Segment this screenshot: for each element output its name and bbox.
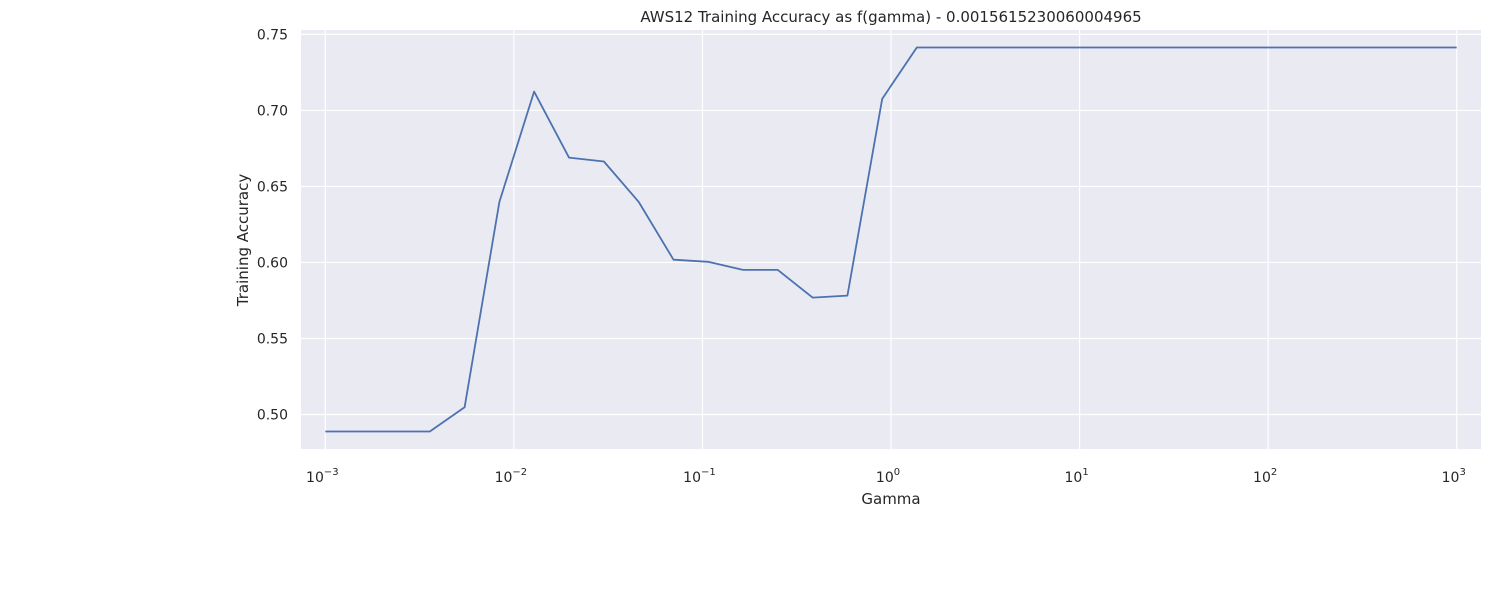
- y-tick-label: 0.70: [257, 103, 288, 119]
- y-tick-label: 0.55: [257, 331, 288, 347]
- tick-labels: 10−3 10−2 10−1 100 101 102 103 0.50 0.55 0.60 0.65…: [257, 27, 1466, 486]
- x-tick-label: 10−1: [683, 467, 716, 486]
- y-axis-label: Training Accuracy: [234, 174, 252, 308]
- y-tick-label: 0.65: [257, 179, 288, 195]
- grid: [301, 30, 1481, 449]
- y-tick-label: 0.75: [257, 27, 288, 43]
- x-tick-label: 102: [1253, 467, 1277, 486]
- series-layer: [325, 46, 1457, 433]
- x-tick-label: 101: [1064, 467, 1088, 486]
- x-tick-label: 103: [1442, 467, 1466, 486]
- x-tick-label: 10−3: [306, 467, 339, 486]
- y-tick-label: 0.50: [257, 407, 288, 423]
- series-line: [325, 46, 1457, 433]
- x-axis-label: Gamma: [861, 490, 920, 508]
- x-tick-label: 100: [876, 467, 900, 486]
- chart-title: AWS12 Training Accuracy as f(gamma) - 0.…: [640, 8, 1141, 26]
- y-tick-label: 0.60: [257, 255, 288, 271]
- x-tick-label: 10−2: [495, 467, 528, 486]
